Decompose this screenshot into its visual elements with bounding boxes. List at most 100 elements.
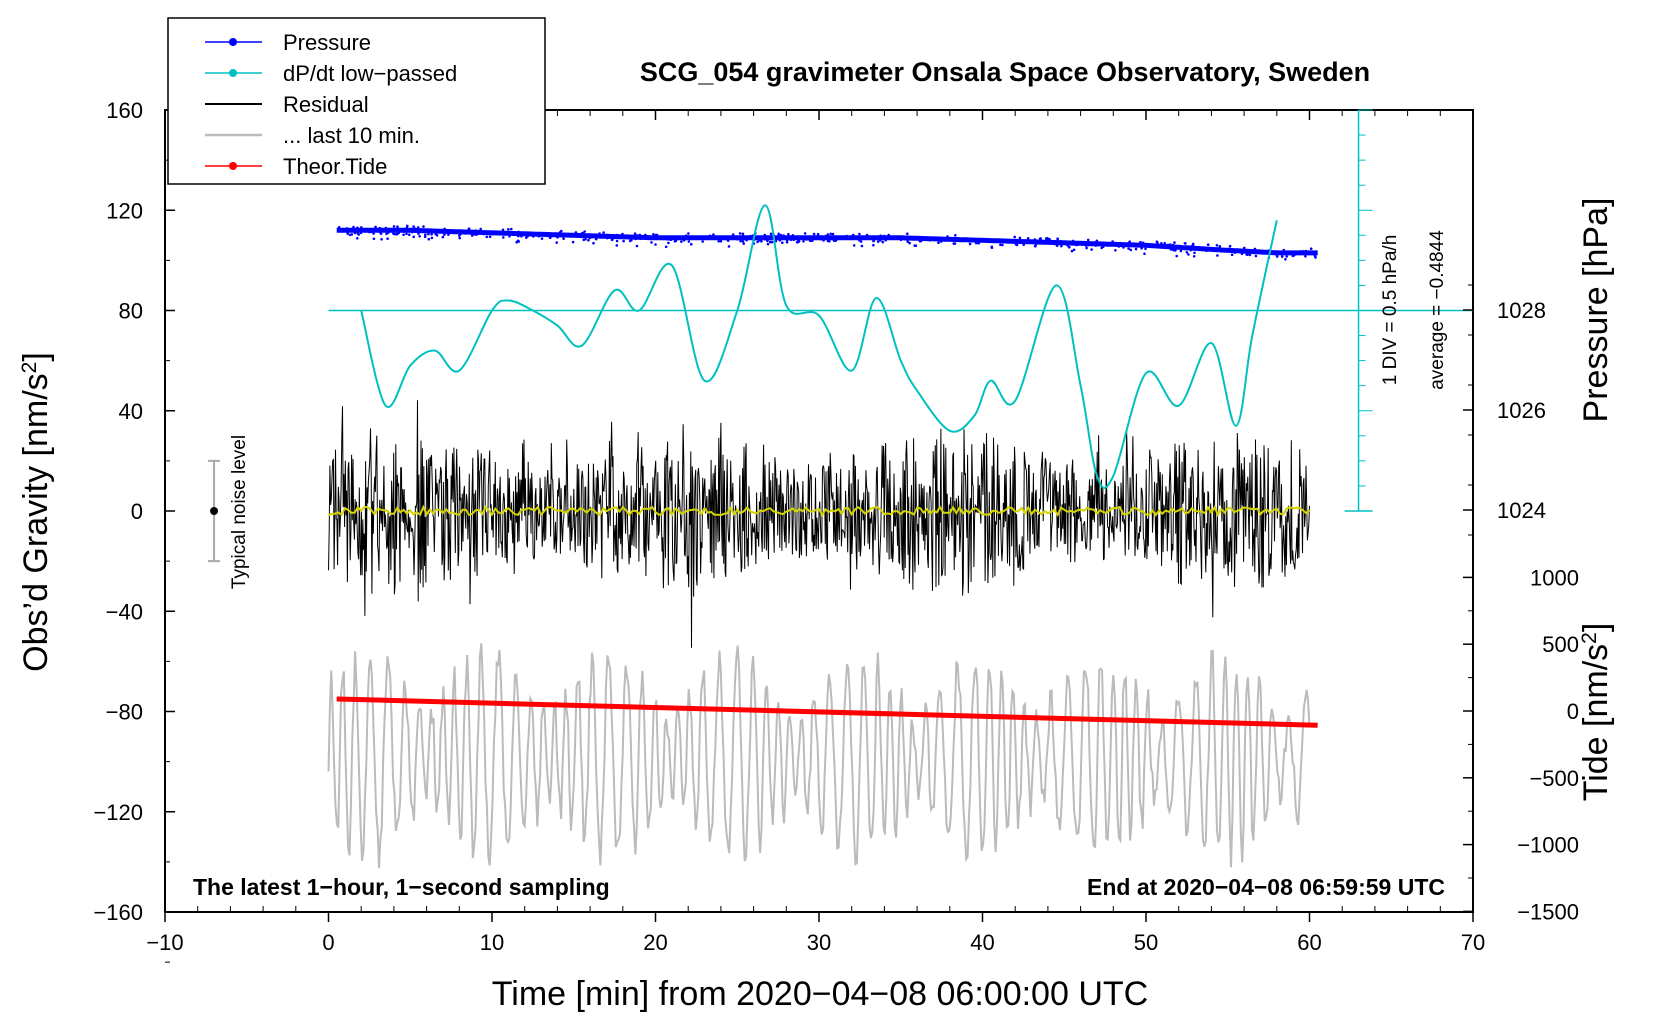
axis-layer: −160 −120 −80 −40 0 40 80 120 160 −10 0 10 20 30 40 50 6… xyxy=(93,98,1579,963)
pressure-point xyxy=(392,225,396,228)
series-last-10-min xyxy=(327,643,1311,869)
pressure-point xyxy=(907,236,910,239)
pressure-point xyxy=(385,232,388,236)
pressure-point xyxy=(946,235,949,238)
pressure-point xyxy=(610,238,614,242)
pressure-point xyxy=(1159,243,1163,246)
pressure-point xyxy=(1156,241,1159,245)
pressure-point xyxy=(458,234,461,237)
tide-tick-label: −1500 xyxy=(1517,899,1579,924)
pressure-point xyxy=(1163,241,1166,245)
pressure-point xyxy=(588,236,592,240)
pressure-point xyxy=(739,239,742,243)
pressure-point xyxy=(741,240,745,243)
pressure-point xyxy=(374,225,377,229)
pressure-point xyxy=(860,244,864,248)
pressure-point xyxy=(757,239,761,242)
series-dpdt xyxy=(360,204,1278,489)
pressure-point xyxy=(386,237,389,240)
pressure-point xyxy=(1000,239,1004,243)
pressure-point xyxy=(1291,254,1295,258)
pressure-point xyxy=(1191,242,1195,246)
pressure-point xyxy=(606,236,609,240)
pressure-point xyxy=(824,234,828,238)
noise-level-label: Typical noise level xyxy=(229,435,250,589)
pressure-point xyxy=(1052,241,1055,244)
pressure-point xyxy=(859,240,863,243)
pressure-point xyxy=(359,231,363,235)
pressure-point xyxy=(574,231,578,234)
x-tick-label: 10 xyxy=(480,930,504,955)
pressure-point xyxy=(556,235,559,238)
pressure-point xyxy=(1253,247,1257,251)
pressure-point xyxy=(618,234,621,237)
pressure-tick-label: 1024 xyxy=(1497,498,1546,523)
pressure-point xyxy=(549,236,552,239)
pressure-point xyxy=(816,232,820,236)
pressure-point xyxy=(585,234,589,238)
pressure-point xyxy=(1127,247,1130,250)
x-tick-label: −10 xyxy=(146,930,183,955)
pressure-point xyxy=(1243,246,1246,250)
pressure-point xyxy=(654,243,657,246)
pressure-point xyxy=(517,230,520,234)
y-axis-title-gravity: Obs’d Gravity [nm/s2] xyxy=(17,352,55,672)
pressure-point xyxy=(654,233,658,237)
pressure-point xyxy=(1070,249,1074,253)
pressure-point xyxy=(1166,245,1169,249)
pressure-point xyxy=(1179,249,1183,253)
pressure-point xyxy=(525,236,528,239)
pressure-point xyxy=(741,234,745,237)
chart-title: SCG_054 gravimeter Onsala Space Observat… xyxy=(640,57,1370,87)
pressure-point xyxy=(1230,253,1234,257)
pressure-point xyxy=(555,241,558,244)
pressure-point xyxy=(1022,243,1025,246)
pressure-point xyxy=(402,233,405,236)
pressure-point xyxy=(1215,244,1219,247)
pressure-point xyxy=(940,236,943,240)
pressure-point xyxy=(648,236,651,239)
pressure-point xyxy=(1304,254,1307,258)
pressure-point xyxy=(1137,243,1140,247)
dpdt-average-label: average = −0.4844 xyxy=(1427,230,1448,390)
pressure-point xyxy=(1134,247,1138,251)
x-tick-label: 30 xyxy=(807,930,831,955)
pressure-point xyxy=(937,236,940,240)
pressure-point xyxy=(1208,248,1212,251)
pressure-point xyxy=(433,229,436,233)
pressure-point xyxy=(644,233,647,237)
pressure-point xyxy=(1266,250,1270,254)
pressure-point xyxy=(829,232,832,236)
pressure-point xyxy=(427,237,431,241)
legend-label: ... last 10 min. xyxy=(283,123,420,148)
legend-label: Residual xyxy=(283,92,369,117)
pressure-point xyxy=(826,233,830,236)
pressure-point xyxy=(1282,248,1286,252)
pressure-point xyxy=(546,232,550,236)
pressure-point xyxy=(384,226,388,230)
pressure-point xyxy=(851,233,855,237)
tide-tick-label: 500 xyxy=(1542,632,1579,657)
pressure-point xyxy=(684,234,688,237)
pressure-point xyxy=(831,232,835,236)
pressure-point xyxy=(763,233,767,237)
pressure-point xyxy=(602,231,605,234)
legend-items: Pressure dP/dt low−passed Residual ... last… xyxy=(205,30,457,179)
pressure-point xyxy=(1074,243,1078,246)
pressure-point xyxy=(742,242,745,245)
pressure-point xyxy=(738,232,742,235)
pressure-point xyxy=(858,232,861,236)
pressure-point xyxy=(1088,241,1091,245)
y-tick-label: −120 xyxy=(93,800,143,825)
x-tick-label: 50 xyxy=(1134,930,1158,955)
pressure-point xyxy=(1228,244,1232,248)
pressure-point xyxy=(943,239,947,242)
series-residual xyxy=(328,400,1310,648)
pressure-point xyxy=(974,241,978,245)
pressure-point xyxy=(467,227,471,230)
pressure-point xyxy=(1314,256,1317,259)
pressure-point xyxy=(462,231,466,235)
pressure-point xyxy=(865,233,869,237)
pressure-point xyxy=(634,237,638,241)
